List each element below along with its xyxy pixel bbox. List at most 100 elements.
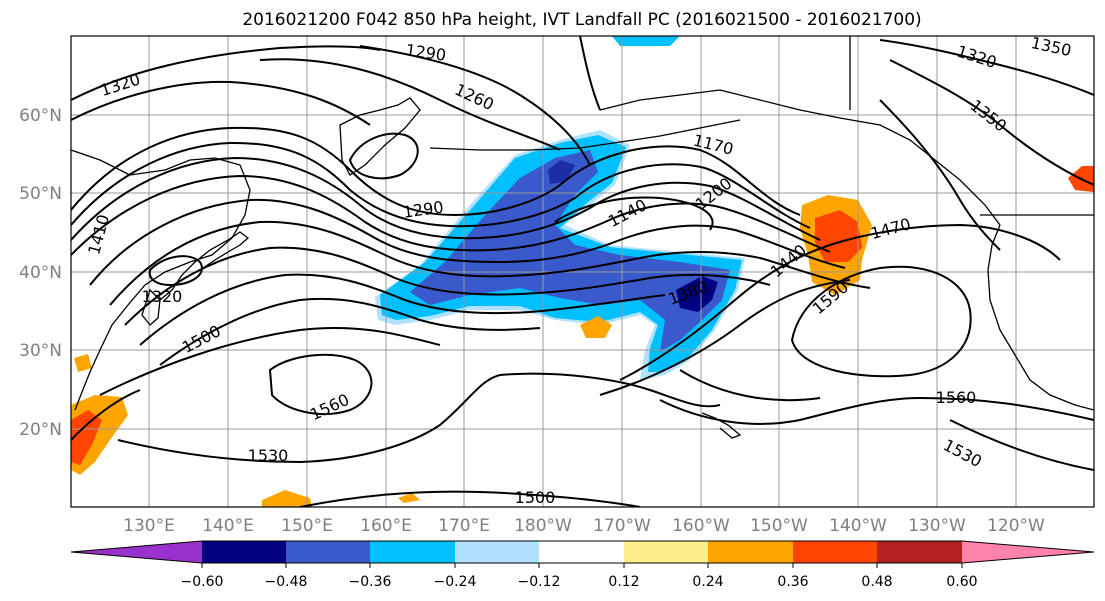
contour-line bbox=[71, 174, 831, 256]
ivt-shade-red-east bbox=[815, 210, 862, 262]
contour-line bbox=[259, 58, 561, 151]
contour-line bbox=[554, 196, 714, 231]
contour-line bbox=[124, 246, 771, 326]
colorbar-segment bbox=[71, 541, 202, 563]
lat-tick-labels: 60°N 50°N 40°N 30°N 20°N bbox=[19, 106, 62, 440]
contour-line bbox=[879, 99, 1001, 251]
lat-tick-label: 60°N bbox=[19, 106, 62, 126]
ivt-shade-orange-south bbox=[262, 490, 312, 507]
colorbar-segment bbox=[286, 541, 371, 563]
contour-line bbox=[71, 45, 381, 101]
lon-tick-labels: 130°E 140°E 150°E 160°E 170°E 180°W 170°… bbox=[123, 516, 1045, 536]
colorbar-segment bbox=[708, 541, 794, 563]
colorbar-segment bbox=[370, 541, 456, 563]
ivt-shading bbox=[71, 36, 1094, 507]
ivt-shade-blue-top bbox=[612, 36, 680, 46]
colorbar-tick-label: 0.48 bbox=[861, 574, 892, 590]
contour-line bbox=[949, 419, 1094, 471]
contour-line bbox=[71, 80, 371, 126]
colorbar-segment bbox=[455, 541, 540, 563]
contour-line bbox=[679, 369, 821, 402]
contour-line bbox=[71, 389, 141, 441]
coast-hawaii bbox=[701, 412, 742, 439]
contour-line bbox=[659, 396, 1094, 425]
height-contours bbox=[71, 36, 1094, 507]
lon-tick-label: 120°W bbox=[987, 516, 1045, 536]
coast-north-america bbox=[987, 224, 1094, 411]
lon-tick-label: 170°W bbox=[593, 516, 651, 536]
contour-label: 1530 bbox=[248, 446, 289, 465]
contour-line bbox=[299, 490, 641, 507]
colorbar-segment bbox=[793, 541, 878, 563]
colorbar-segment bbox=[624, 541, 709, 563]
coast-aleutians bbox=[429, 119, 741, 151]
colorbar-segment bbox=[962, 541, 1094, 563]
coastlines bbox=[71, 36, 1094, 439]
lat-tick-label: 30°N bbox=[19, 341, 62, 361]
contour-line bbox=[879, 39, 1094, 96]
coast-japan bbox=[159, 231, 250, 301]
lon-tick-label: 180°W bbox=[514, 516, 572, 536]
ivt-shade-orange-mid bbox=[580, 316, 612, 338]
map-area bbox=[71, 36, 1094, 507]
contour-label: 1500 bbox=[515, 488, 556, 507]
contour-line bbox=[159, 297, 541, 366]
colorbar: −0.60 −0.48 −0.36 −0.24 −0.12 0.12 0.24 … bbox=[70, 540, 1095, 590]
contour-line bbox=[348, 132, 419, 180]
lon-tick-label: 130°E bbox=[123, 516, 175, 536]
colorbar-segment bbox=[877, 541, 963, 563]
contour-line bbox=[359, 45, 591, 166]
colorbar-tick-label: 0.60 bbox=[946, 574, 977, 590]
contour-label: 1560 bbox=[936, 388, 977, 407]
ivt-shade-navy-small bbox=[548, 160, 575, 184]
contour-line bbox=[71, 126, 801, 217]
lon-tick-label: 150°W bbox=[750, 516, 808, 536]
lon-tick-label: 130°W bbox=[908, 516, 966, 536]
coast-kamchatka bbox=[339, 97, 421, 176]
lon-tick-label: 160°E bbox=[360, 516, 412, 536]
contour-line bbox=[71, 156, 821, 241]
colorbar-tick-label: 0.36 bbox=[777, 574, 808, 590]
coast-asia bbox=[71, 149, 251, 411]
colorbar-tick-label: 0.24 bbox=[692, 574, 723, 590]
contour-line bbox=[117, 372, 721, 464]
contour-line bbox=[139, 273, 666, 346]
colorbar-tick-label: 0.12 bbox=[608, 574, 639, 590]
contour-line bbox=[99, 326, 441, 396]
colorbar-segment bbox=[539, 541, 625, 563]
contour-line bbox=[889, 59, 1094, 186]
lat-tick-label: 40°N bbox=[19, 263, 62, 283]
ivt-shade-orange-small bbox=[398, 493, 420, 503]
contour-line bbox=[619, 223, 1061, 381]
contour-line bbox=[268, 353, 373, 416]
colorbar-tick-label: −0.36 bbox=[349, 574, 392, 590]
contour-line bbox=[579, 36, 601, 111]
contour-line bbox=[148, 255, 203, 287]
lon-tick-label: 150°E bbox=[281, 516, 333, 536]
figure-title: 2016021200 F042 850 hPa height, IVT Land… bbox=[242, 10, 921, 30]
colorbar-tick-label: −0.12 bbox=[518, 574, 561, 590]
colorbar-tick-label: −0.60 bbox=[181, 574, 224, 590]
lat-tick-label: 20°N bbox=[19, 420, 62, 440]
contour-line bbox=[109, 220, 871, 306]
lat-tick-label: 50°N bbox=[19, 184, 62, 204]
ivt-shade-orange-left-small bbox=[74, 354, 92, 372]
contour-line bbox=[89, 198, 846, 286]
colorbar-tick-label: −0.48 bbox=[265, 574, 308, 590]
coast-alaska bbox=[599, 89, 1001, 226]
contour-line bbox=[599, 279, 851, 396]
map-frame bbox=[70, 35, 1095, 508]
lon-tick-label: 140°W bbox=[829, 516, 887, 536]
ivt-shade-red-west bbox=[71, 410, 102, 465]
contour-label: 1320 bbox=[142, 287, 183, 306]
lon-tick-label: 160°W bbox=[672, 516, 730, 536]
ivt-shade-navy bbox=[676, 276, 718, 312]
coast-korea bbox=[141, 288, 161, 326]
colorbar-tick-label: −0.24 bbox=[434, 574, 477, 590]
ivt-shade-royal-blue bbox=[410, 150, 730, 352]
colorbar-segment bbox=[202, 541, 287, 563]
lon-tick-label: 140°E bbox=[202, 516, 254, 536]
contour-line bbox=[71, 141, 811, 229]
lon-tick-label: 170°E bbox=[438, 516, 490, 536]
